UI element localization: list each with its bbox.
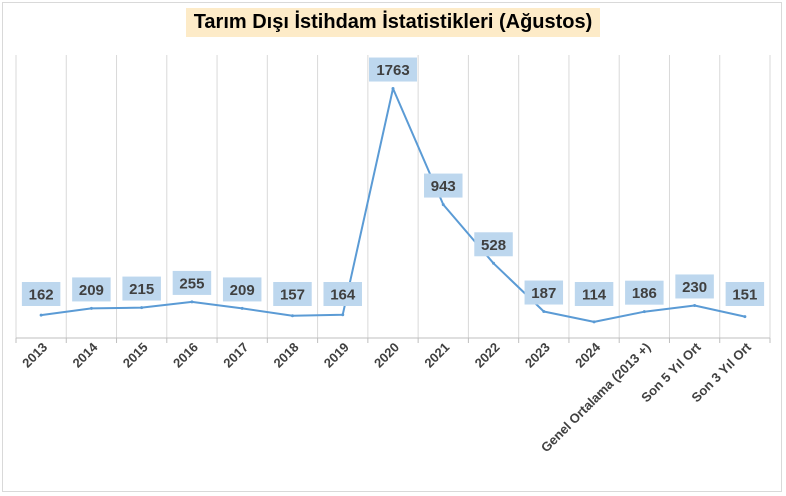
- data-label-text: 157: [280, 287, 305, 304]
- data-label-text: 164: [330, 287, 356, 304]
- data-point: [743, 315, 747, 319]
- series-line-layer: [39, 87, 747, 324]
- data-label-text: 162: [29, 287, 54, 304]
- x-tick-label: 2020: [371, 340, 402, 371]
- data-label-background: [369, 57, 417, 82]
- data-point: [39, 313, 43, 317]
- data-label-background: [574, 282, 614, 306]
- x-tick-label: 2019: [321, 340, 352, 371]
- data-label-background: [675, 274, 714, 299]
- data-label-background: [725, 282, 765, 306]
- data-label: 164: [323, 282, 362, 306]
- data-label-text: 114: [582, 287, 607, 304]
- data-label-background: [424, 173, 463, 198]
- data-label-text: 186: [632, 285, 657, 302]
- data-point: [542, 310, 546, 314]
- chart-title: Tarım Dışı İstihdam İstatistikleri (Ağus…: [185, 8, 601, 37]
- data-label-text: 230: [682, 279, 707, 296]
- data-label: 255: [172, 270, 212, 295]
- x-tick-labels: 2013 2014 2015 2016 2017 2018 2019 2020 2021 2022…: [19, 339, 754, 455]
- data-label-text: 943: [431, 178, 456, 195]
- data-label-background: [474, 232, 513, 257]
- data-point: [341, 313, 345, 317]
- data-label-text: 209: [230, 282, 255, 299]
- data-label-text: 151: [732, 287, 757, 304]
- data-point: [140, 306, 144, 310]
- x-tick-label: 2017: [220, 340, 251, 371]
- data-label: 209: [72, 277, 111, 302]
- data-label-text: 187: [531, 285, 556, 302]
- data-label: 528: [474, 232, 513, 257]
- x-tick-label: 2016: [170, 340, 201, 371]
- data-label: 209: [222, 277, 262, 302]
- x-tick-label: 2015: [120, 340, 151, 371]
- data-label-background: [21, 282, 61, 306]
- data-label: 162: [21, 282, 61, 306]
- data-label: 187: [524, 280, 564, 305]
- x-tick-label: 2024: [572, 339, 604, 371]
- data-label: 943: [424, 173, 463, 198]
- data-labels: 162 209 215 255 209 157 164 1763 943 528 187 114 186…: [21, 57, 765, 306]
- data-label-text: 255: [179, 275, 204, 292]
- data-point: [492, 261, 496, 265]
- data-label: 151: [725, 282, 765, 306]
- grid-lines: [15, 55, 771, 338]
- data-label-background: [122, 276, 161, 301]
- x-tick-label: 2013: [19, 340, 50, 371]
- data-label: 230: [675, 274, 714, 299]
- data-point: [391, 87, 395, 91]
- data-point: [290, 314, 294, 318]
- x-tick-label: 2022: [472, 340, 503, 371]
- data-point: [89, 306, 93, 310]
- x-tick-label: 2023: [522, 340, 553, 371]
- data-point: [240, 306, 244, 310]
- data-label-background: [323, 282, 362, 306]
- data-point: [592, 320, 596, 324]
- data-label-background: [72, 277, 111, 302]
- data-label-text: 1763: [376, 62, 409, 79]
- data-label: 215: [122, 276, 161, 301]
- data-label-text: 528: [481, 237, 506, 254]
- data-label-text: 215: [129, 281, 154, 298]
- data-label: 157: [273, 282, 312, 306]
- data-label-background: [172, 270, 212, 295]
- data-point: [190, 300, 194, 304]
- data-label-text: 209: [79, 282, 104, 299]
- x-tick-label: 2018: [271, 340, 302, 371]
- data-point: [441, 203, 445, 207]
- data-label: 1763: [369, 57, 417, 82]
- data-label-background: [524, 280, 564, 305]
- x-tick-label: 2021: [421, 340, 452, 371]
- data-point: [642, 310, 646, 314]
- chart-title-container: Tarım Dışı İstihdam İstatistikleri (Ağus…: [0, 8, 786, 37]
- x-tick-label: 2014: [69, 339, 101, 371]
- data-point: [693, 303, 697, 307]
- data-label-background: [625, 280, 664, 305]
- x-axis: [15, 337, 771, 343]
- data-label-background: [222, 277, 262, 302]
- data-label: 114: [574, 282, 614, 306]
- data-label-background: [273, 282, 312, 306]
- data-label: 186: [625, 280, 664, 305]
